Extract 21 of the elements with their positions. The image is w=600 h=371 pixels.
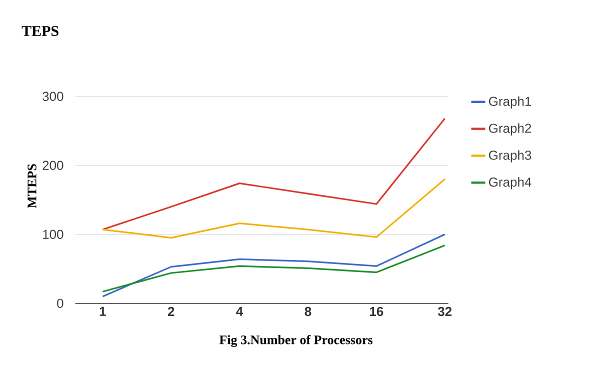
- x-tick-label: 32: [438, 306, 452, 316]
- x-tick-label: 4: [236, 306, 244, 316]
- x-tick-label: 8: [304, 306, 312, 316]
- line-series: [102, 234, 446, 298]
- y-tick-label: 100: [43, 230, 64, 239]
- x-tick-label: 16: [370, 306, 384, 316]
- x-tick-label: 1: [100, 306, 106, 316]
- line-series: [102, 178, 446, 239]
- x-tick-label: 2: [168, 306, 174, 316]
- legend-label: Graph3: [488, 150, 532, 162]
- legend-label: Graph4: [488, 177, 532, 190]
- x-axis-title: Fig 3.Number of Processors: [219, 334, 372, 347]
- y-tick-label: 200: [42, 160, 64, 170]
- line-series: [102, 244, 446, 292]
- chart-title: TEPS: [22, 26, 58, 36]
- line-series: [102, 118, 446, 230]
- y-axis-title: MTEPS: [28, 164, 36, 208]
- legend-label: Graph1: [488, 96, 532, 109]
- legend-label: Graph2: [488, 123, 532, 136]
- y-tick-label: 300: [42, 92, 64, 101]
- y-tick-label: 0: [57, 298, 64, 308]
